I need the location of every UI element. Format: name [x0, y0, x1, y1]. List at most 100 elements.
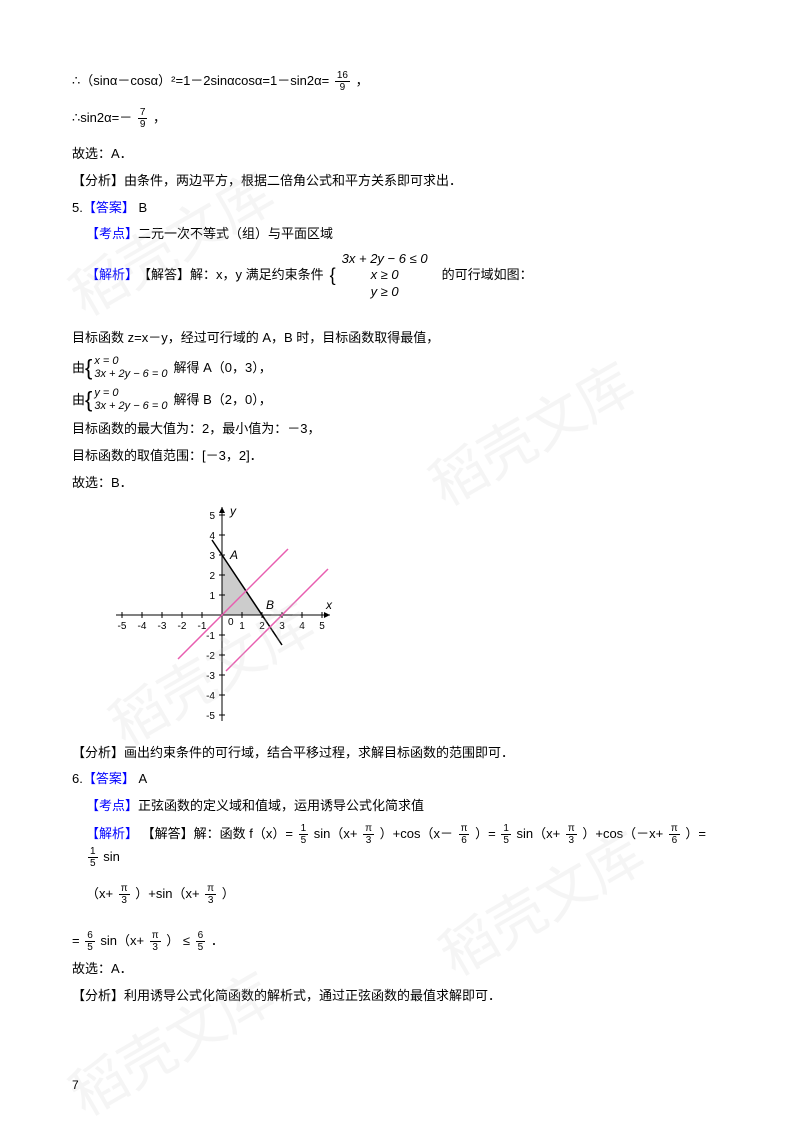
svg-text:3: 3: [279, 621, 285, 632]
q6-analysis: 【分析】利用诱导公式化简函数的解析式，通过正弦函数的最值求解即可．: [72, 986, 722, 1007]
topic-text: 正弦函数的定义域和值域，运用诱导公式化简求值: [138, 798, 424, 813]
analysis-label: 【分析】: [72, 745, 124, 760]
text: ）+cos（x－: [380, 826, 457, 841]
answer-label: 【答案】: [83, 771, 135, 786]
q6-answer-line: 6.【答案】 A: [72, 769, 722, 790]
svg-text:5: 5: [319, 621, 325, 632]
q5-explain-line: 【解析】 【解答】解：x，y 满足约束条件 { 3x + 2y − 6 ≤ 0 …: [72, 251, 722, 300]
answer-value: B: [135, 200, 147, 215]
topic-text: 二元一次不等式（组）与平面区域: [138, 226, 333, 241]
text: ．: [211, 933, 224, 948]
system-B: { y = 0 3x + 2y − 6 = 0: [85, 387, 167, 413]
svg-text:3: 3: [209, 551, 215, 562]
explain-label: 【解析】: [86, 826, 138, 841]
answer-value: A: [135, 771, 147, 786]
q5-solve-A: 由 { x = 0 3x + 2y − 6 = 0 解得 A（0，3），: [72, 355, 722, 381]
sys-row: 3x + 2y − 6 ≤ 0: [342, 251, 428, 267]
sys-row: y ≥ 0: [342, 284, 428, 300]
fraction: π3: [150, 930, 161, 953]
q6-topic-line: 【考点】正弦函数的定义域和值域，运用诱导公式化简求值: [72, 796, 722, 817]
fraction: π3: [119, 883, 130, 906]
svg-text:y: y: [229, 504, 237, 518]
intro-analysis: 【分析】由条件，两边平方，根据二倍角公式和平方关系即可求出．: [72, 171, 722, 192]
svg-text:2: 2: [209, 571, 215, 582]
q5-topic-line: 【考点】二元一次不等式（组）与平面区域: [72, 224, 722, 245]
q6-number: 6.: [72, 771, 83, 786]
text: ）: [222, 886, 235, 901]
answer-label: 【答案】: [83, 200, 135, 215]
q5-choice: 故选：B．: [72, 473, 722, 494]
q6-explain-line3: = 65 sin（x+ π3 ） ≤ 65 ．: [72, 930, 722, 953]
sys-row: x ≥ 0: [342, 267, 428, 283]
text: 【解答】解：函数 f（x）=: [142, 826, 297, 841]
text: ∴（sinα－cosα）²=1－2sinαcosα=1－sin2α=: [72, 73, 333, 88]
page-number: 7: [72, 1076, 79, 1095]
text: ）=: [685, 826, 706, 841]
svg-text:x: x: [325, 598, 333, 612]
fraction: π6: [669, 823, 680, 846]
text: ） ≤: [166, 933, 193, 948]
analysis-text: 画出约束条件的可行域，结合平移过程，求解目标函数的范围即可．: [124, 745, 514, 760]
svg-text:-3: -3: [158, 621, 167, 632]
analysis-text: 利用诱导公式化简函数的解析式，通过正弦函数的最值求解即可．: [124, 988, 501, 1003]
svg-text:-2: -2: [206, 651, 215, 662]
text: 由: [72, 390, 85, 411]
text: ，: [153, 110, 166, 125]
q5-solve-B: 由 { y = 0 3x + 2y − 6 = 0 解得 B（2，0），: [72, 387, 722, 413]
fraction: π3: [205, 883, 216, 906]
svg-text:-3: -3: [206, 671, 215, 682]
fraction: 15: [88, 846, 98, 869]
constraint-system: 3x + 2y − 6 ≤ 0 x ≥ 0 y ≥ 0: [342, 251, 428, 300]
svg-text:4: 4: [299, 621, 305, 632]
svg-text:1: 1: [209, 591, 215, 602]
text: 解得 B（2，0），: [173, 390, 271, 411]
text: ）=: [475, 826, 499, 841]
q6-explain-line1: 【解析】 【解答】解：函数 f（x）= 15 sin（x+ π3 ）+cos（x…: [72, 823, 722, 869]
intro-choice: 故选：A．: [72, 144, 722, 165]
fraction: 15: [501, 823, 511, 846]
fraction: π3: [566, 823, 577, 846]
text: sin: [103, 849, 120, 864]
text: sin（x+: [517, 826, 564, 841]
brace-icon: {: [85, 357, 92, 379]
text: =: [72, 933, 83, 948]
svg-text:B: B: [266, 598, 274, 612]
text: 由: [72, 358, 85, 379]
explain-label: 【解析】: [86, 265, 138, 286]
svg-text:2: 2: [259, 621, 265, 632]
fraction: π3: [363, 823, 374, 846]
text: ）+cos（－x+: [582, 826, 667, 841]
topic-label: 【考点】: [86, 798, 138, 813]
q6-choice: 故选：A．: [72, 959, 722, 980]
brace-icon: {: [85, 389, 92, 411]
svg-text:A: A: [229, 548, 238, 562]
svg-text:-4: -4: [206, 691, 215, 702]
svg-text:-4: -4: [138, 621, 147, 632]
text: ，: [356, 73, 369, 88]
q5-answer-line: 5.【答案】 B: [72, 198, 722, 219]
sys-row: y = 0: [94, 387, 167, 400]
feasible-region-chart: -5-4-3-2-112345-5-4-3-2-1123450xyAB: [112, 500, 722, 737]
svg-text:1: 1: [239, 621, 245, 632]
svg-text:-1: -1: [206, 631, 215, 642]
fraction: 65: [85, 930, 95, 953]
explain-prefix: 【解答】解：x，y 满足约束条件: [138, 265, 324, 286]
sys-row: 3x + 2y − 6 = 0: [94, 368, 167, 381]
sys-row: 3x + 2y − 6 = 0: [94, 400, 167, 413]
svg-text:-2: -2: [178, 621, 187, 632]
svg-text:5: 5: [209, 511, 215, 522]
text: 解得 A（0，3），: [173, 358, 271, 379]
intro-line1: ∴（sinα－cosα）²=1－2sinαcosα=1－sin2α= 169 ，: [72, 70, 722, 93]
brace-icon: {: [330, 261, 336, 290]
q5-text3: 目标函数的取值范围：[－3，2]．: [72, 446, 722, 467]
system-A: { x = 0 3x + 2y − 6 = 0: [85, 355, 167, 381]
q6-explain-line2: （x+ π3 ）+sin（x+ π3 ）: [72, 883, 722, 906]
analysis-label: 【分析】: [72, 988, 124, 1003]
intro-line2: ∴sin2α=－ 79 ，: [72, 107, 722, 130]
text: sin（x+: [314, 826, 361, 841]
q5-text2: 目标函数的最大值为：2，最小值为：－3，: [72, 419, 722, 440]
text: sin（x+: [100, 933, 147, 948]
explain-suffix: 的可行域如图：: [442, 265, 533, 286]
fraction: π6: [459, 823, 470, 846]
svg-text:-5: -5: [118, 621, 127, 632]
